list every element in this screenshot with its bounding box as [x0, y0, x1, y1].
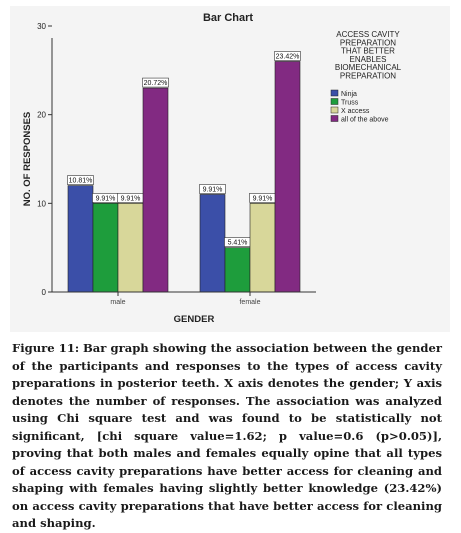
legend-label: all of the above	[341, 117, 389, 124]
data-label-box	[142, 77, 169, 88]
y-tick-label: 0	[42, 288, 47, 297]
legend-label: X access	[341, 108, 370, 115]
bar-female-2	[249, 203, 276, 293]
chart-title: Bar Chart	[203, 12, 253, 24]
data-label: 5.41%	[228, 240, 248, 247]
legend-title-line: PREPARATION	[340, 72, 396, 81]
legend-label: Truss	[341, 100, 359, 107]
legend-title-line: THAT BETTER	[341, 47, 395, 56]
bar-male-3	[142, 87, 169, 293]
data-label: 10.81%	[69, 178, 93, 185]
legend-title-line: ENABLES	[350, 55, 387, 64]
data-label-box	[67, 175, 94, 185]
bar-male-1	[92, 203, 119, 293]
caption-lead: Figure 11:	[12, 341, 80, 355]
legend-swatch	[330, 115, 339, 122]
x-tick-label: female	[239, 299, 260, 306]
bar-female-1	[224, 247, 251, 293]
data-label: 23.42%	[276, 53, 300, 60]
x-tick-label: male	[110, 299, 125, 306]
x-axis-label: GENDER	[174, 314, 215, 325]
y-tick-label: 20	[37, 111, 46, 120]
legend-title-line: BIOMECHANICAL	[335, 63, 402, 72]
data-label: 9.91%	[121, 195, 141, 202]
legend-title-line: ACCESS CAVITY	[336, 30, 400, 39]
legend-swatch	[330, 106, 339, 114]
data-label-box	[274, 51, 301, 61]
legend-label: Ninja	[341, 91, 357, 98]
figure-caption: Figure 11: Bar graph showing the associa…	[12, 340, 442, 533]
data-label-box	[199, 184, 226, 194]
caption-text: Bar graph showing the association betwee…	[12, 341, 443, 530]
bar-male-2	[117, 203, 144, 293]
legend-swatch	[330, 89, 339, 97]
bar-male-0	[67, 185, 94, 293]
data-label: 9.91%	[253, 195, 273, 202]
chart-canvas: Bar Chart 0 10 20 30 NO. OF RESPONSES 10.81% 9.…	[22, 12, 402, 325]
y-tick-label: 30	[37, 22, 46, 31]
data-label: 9.91%	[203, 186, 223, 193]
y-axis-label: NO. OF RESPONSES	[22, 112, 33, 207]
data-label: 9.91%	[96, 195, 116, 202]
legend-title-line: PREPARATION	[340, 38, 396, 47]
bar-female-0	[199, 194, 226, 293]
data-label: 20.72%	[144, 80, 168, 87]
legend-swatch	[330, 98, 339, 105]
bar-female-3	[274, 61, 301, 293]
bar-chart: Bar Chart 0 10 20 30 NO. OF RESPONSES 10.81% 9.…	[10, 6, 450, 332]
y-tick-label: 10	[37, 199, 46, 208]
